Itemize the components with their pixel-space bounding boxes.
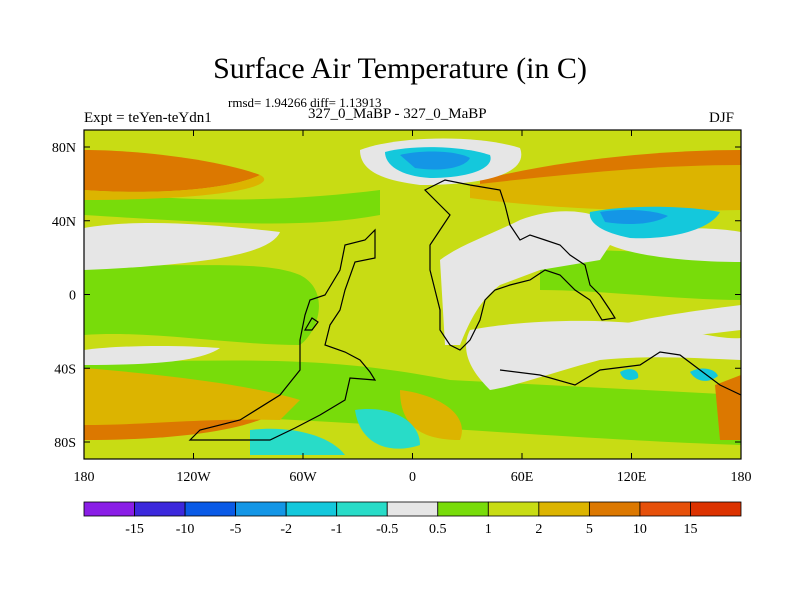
colorbar-level-label: -10	[176, 522, 195, 537]
y-tick-label: 40N	[52, 215, 76, 230]
colorbar-box	[437, 501, 489, 517]
colorbar-box	[235, 501, 287, 517]
southern-continent-outline	[499, 351, 741, 396]
colorbar-level-label: -15	[125, 522, 144, 537]
temperature-field	[84, 130, 741, 459]
y-tick-label: 80S	[54, 436, 76, 451]
colorbar-box	[588, 501, 641, 517]
south-east-neutral-zone	[600, 305, 741, 340]
x-tick-label: 0	[409, 470, 416, 485]
x-tick-label: 60E	[511, 470, 534, 485]
colorbar-level-label: 1	[485, 522, 492, 537]
australia-asia-outline	[423, 179, 616, 351]
y-tick-label: 0	[69, 289, 76, 304]
colorbar-box	[134, 501, 186, 517]
west-pacific-neutral-zone	[84, 345, 220, 365]
south-atlantic-cool-zone	[355, 409, 420, 449]
south-central-warm-zone	[400, 390, 462, 440]
colorbar-box	[538, 501, 590, 517]
x-tick-marks	[83, 130, 742, 459]
tropical-green-band	[84, 262, 319, 345]
colorbar-box	[386, 501, 439, 517]
experiment-label: Expt = teYen-teYdn1	[84, 110, 212, 126]
south-east-cold-spot	[620, 369, 639, 380]
colorbar-level-label: 2	[535, 522, 542, 537]
x-axis-labels: 180 120W 60W 0 60E 120E 180	[74, 470, 752, 485]
colorbar-level-label: 15	[683, 522, 697, 537]
y-tick-label: 80N	[52, 141, 76, 156]
colorbar-box	[285, 501, 338, 517]
south-pacific-warm-edge	[84, 368, 300, 425]
x-tick-label: 180	[74, 470, 95, 485]
colorbar-level-label: -2	[280, 522, 292, 537]
colorbar-level-label: -5	[230, 522, 242, 537]
x-tick-label: 60W	[289, 470, 317, 485]
x-tick-label: 120W	[176, 470, 211, 485]
y-axis-labels: 80N 40N 0 40S 80S	[52, 141, 76, 451]
colorbar-level-label: -0.5	[376, 522, 398, 537]
x-tick-label: 120E	[617, 470, 647, 485]
pacific-coast-outline	[303, 317, 319, 331]
colorbar-labels: -15 -10 -5 -2 -1 -0.5 0.5 1 2 5 10 15	[125, 522, 697, 537]
case-comparison-label: 327_0_MaBP - 327_0_MaBP	[308, 106, 487, 122]
america-outline	[188, 228, 377, 441]
colorbar-box	[83, 501, 135, 517]
asia-neutral-zone	[440, 211, 620, 345]
colorbar	[83, 501, 742, 517]
southern-cool-patch	[250, 428, 345, 455]
colorbar-level-label: 0.5	[429, 522, 447, 537]
y-tick-marks	[84, 146, 741, 443]
north-pacific-warm-zone	[84, 150, 260, 192]
colorbar-level-label: -1	[331, 522, 343, 537]
map-title: Surface Air Temperature (in C)	[213, 52, 587, 85]
colorbar-box	[487, 501, 540, 517]
continent-outlines	[188, 179, 741, 441]
siberia-warm-zone	[470, 165, 741, 211]
colorbar-level-label: 10	[633, 522, 647, 537]
x-tick-label: 180	[731, 470, 752, 485]
north-east-colder-core	[600, 209, 668, 224]
season-label: DJF	[709, 110, 735, 126]
north-polar-colder-core	[400, 151, 470, 170]
colorbar-level-label: 5	[586, 522, 593, 537]
colorbar-box	[184, 501, 237, 517]
central-neutral-zone	[466, 320, 741, 390]
north-pacific-warm-edge	[84, 175, 265, 200]
north-pacific-neutral-zone	[84, 223, 280, 270]
colorbar-box	[639, 501, 691, 517]
y-tick-label: 40S	[54, 362, 76, 377]
colorbar-box	[336, 501, 388, 517]
rmsd-diff-stats: rmsd= 1.94266 diff= 1.13913	[228, 95, 382, 110]
colorbar-box	[690, 501, 742, 517]
